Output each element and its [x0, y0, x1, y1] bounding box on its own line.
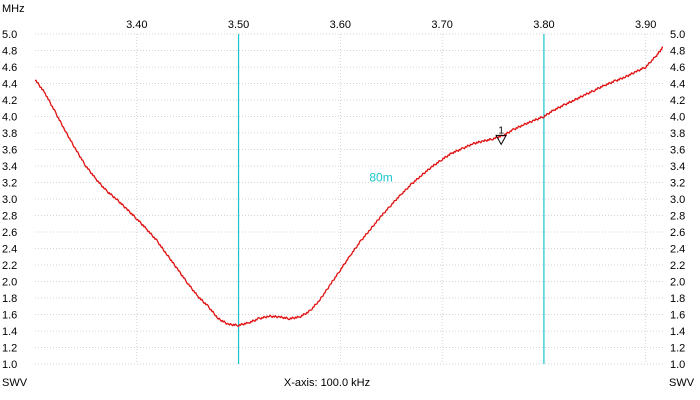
y-tick-label-left: 1.6 — [2, 310, 17, 322]
y-tick-label-right: 4.0 — [670, 112, 685, 124]
y-tick-label-left: 2.0 — [2, 277, 17, 289]
x-tick-label: 3.50 — [228, 19, 249, 31]
y-tick-label-left: 3.4 — [2, 161, 17, 173]
x-tick-label: 3.40 — [126, 19, 147, 31]
x-tick-label: 3.60 — [330, 19, 351, 31]
y-tick-label-left: 4.0 — [2, 112, 17, 124]
y-tick-label-right: 1.6 — [670, 310, 685, 322]
y-tick-label-right: 2.4 — [670, 244, 685, 256]
y-tick-label-left: 2.4 — [2, 244, 17, 256]
y-tick-label-right: 3.8 — [670, 128, 685, 140]
band-label: 80m — [369, 171, 392, 185]
y-tick-label-left: 4.2 — [2, 95, 17, 107]
x-axis-caption: X-axis: 100.0 kHz — [284, 377, 370, 389]
marker-triangle-icon — [495, 134, 508, 146]
y-tick-label-left: 4.6 — [2, 62, 17, 74]
y-tick-label-right: 2.0 — [670, 277, 685, 289]
y-tick-label-right: 2.2 — [670, 260, 685, 272]
y-tick-label-left: 3.8 — [2, 128, 17, 140]
y-tick-label-right: 1.4 — [670, 326, 685, 338]
y-tick-label-left: 3.6 — [2, 145, 17, 157]
y-tick-label-right: 3.0 — [670, 194, 685, 206]
axis-ticks: 1.0 1.0 1.2 1.2 1.4 1.4 1.6 1.6 1.8 1.8 2.0 2.0 2.2 2… — [2, 19, 685, 371]
y-tick-label-right: 4.6 — [670, 62, 685, 74]
y-tick-label-right: 5.0 — [670, 29, 685, 41]
y-tick-label-right: 1.0 — [670, 359, 685, 371]
y-tick-label-left: 3.0 — [2, 194, 17, 206]
y-tick-label-left: 1.8 — [2, 293, 17, 305]
y-tick-label-right: 3.6 — [670, 145, 685, 157]
swr-trace — [34, 46, 664, 327]
band-lines — [237, 34, 545, 364]
y-tick-label-right: 3.4 — [670, 161, 685, 173]
y-tick-label-right: 2.8 — [670, 211, 685, 223]
y-tick-label-right: 4.8 — [670, 46, 685, 58]
x-unit-label: MHz — [2, 3, 25, 15]
y-tick-label-right: 4.4 — [670, 79, 685, 91]
y-axis-label-right: SWV — [669, 377, 695, 389]
y-tick-label-left: 1.2 — [2, 343, 17, 355]
y-tick-label-left: 4.8 — [2, 46, 17, 58]
x-tick-label: 3.80 — [533, 19, 554, 31]
y-tick-label-left: 2.6 — [2, 227, 17, 239]
y-tick-label-right: 1.8 — [670, 293, 685, 305]
marker-1: 1 — [495, 125, 508, 146]
y-tick-label-left: 3.2 — [2, 178, 17, 190]
y-tick-label-right: 4.2 — [670, 95, 685, 107]
y-tick-label-left: 4.4 — [2, 79, 17, 91]
y-axis-label-left: SWV — [2, 377, 28, 389]
y-tick-label-right: 2.6 — [670, 227, 685, 239]
y-tick-label-right: 3.2 — [670, 178, 685, 190]
y-tick-label-left: 5.0 — [2, 29, 17, 41]
x-tick-label: 3.70 — [431, 19, 452, 31]
y-tick-label-left: 1.0 — [2, 359, 17, 371]
y-tick-label-right: 1.2 — [670, 343, 685, 355]
x-tick-label: 3.90 — [635, 19, 656, 31]
y-tick-label-left: 2.8 — [2, 211, 17, 223]
y-tick-label-left: 2.2 — [2, 260, 17, 272]
marker-label: 1 — [498, 125, 504, 136]
y-tick-label-left: 1.4 — [2, 326, 17, 338]
